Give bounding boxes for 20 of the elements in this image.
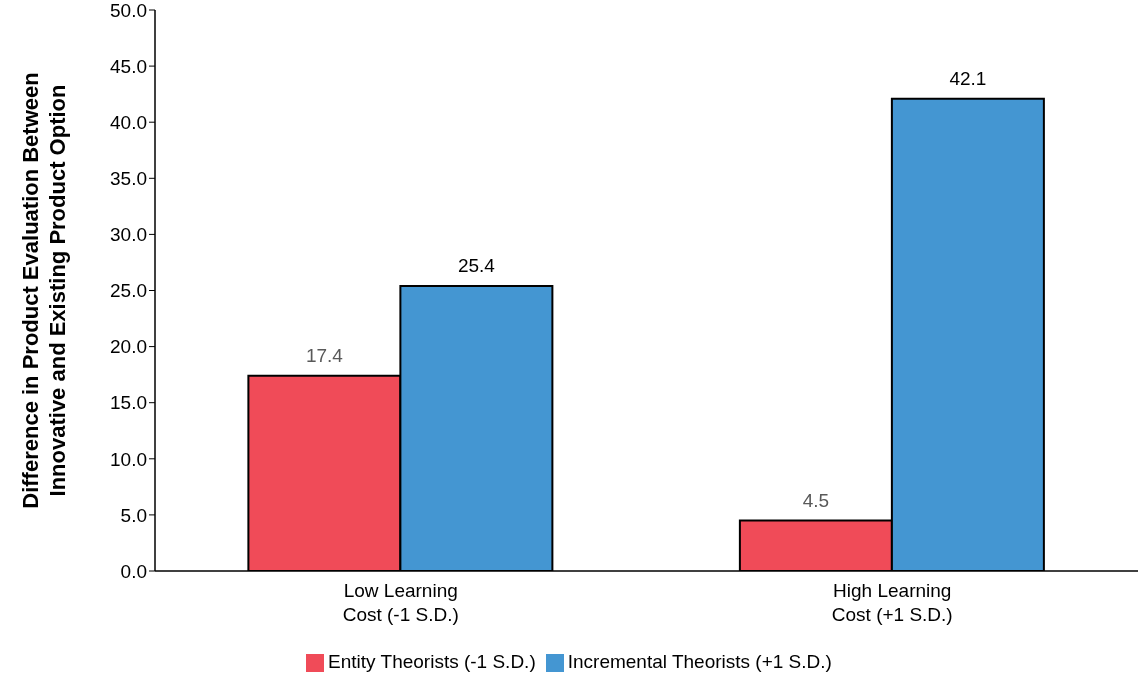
y-tick-label: 5.0 xyxy=(120,504,147,526)
legend-label: Entity Theorists (-1 S.D.) xyxy=(328,651,536,672)
y-tick-label: 50.0 xyxy=(110,0,147,21)
y-tick-label: 45.0 xyxy=(110,55,147,77)
y-tick-label: 35.0 xyxy=(110,168,147,190)
y-tick-label: 25.0 xyxy=(110,280,147,302)
y-tick-label: 20.0 xyxy=(110,336,147,358)
y-tick-label: 30.0 xyxy=(110,224,147,246)
data-label: 42.1 xyxy=(949,67,987,89)
data-label: 17.4 xyxy=(305,344,344,366)
data-label: 25.4 xyxy=(457,255,496,277)
x-tick-label: Low Learning Cost (-1 S.D.) xyxy=(342,580,459,625)
data-label: 4.5 xyxy=(802,489,830,511)
y-tick-label: 10.0 xyxy=(110,448,147,470)
y-tick-label: 0.0 xyxy=(120,560,147,582)
legend-label: Incremental Theorists (+1 S.D.) xyxy=(567,651,832,672)
y-tick-label: 15.0 xyxy=(110,392,147,414)
x-tick-label: High Learning Cost (+1 S.D.) xyxy=(831,580,953,625)
y-tick-label: 40.0 xyxy=(110,111,147,133)
y-axis-title: Difference in Product Evaluation Between Innovative and Existing Product Option xyxy=(18,72,70,509)
